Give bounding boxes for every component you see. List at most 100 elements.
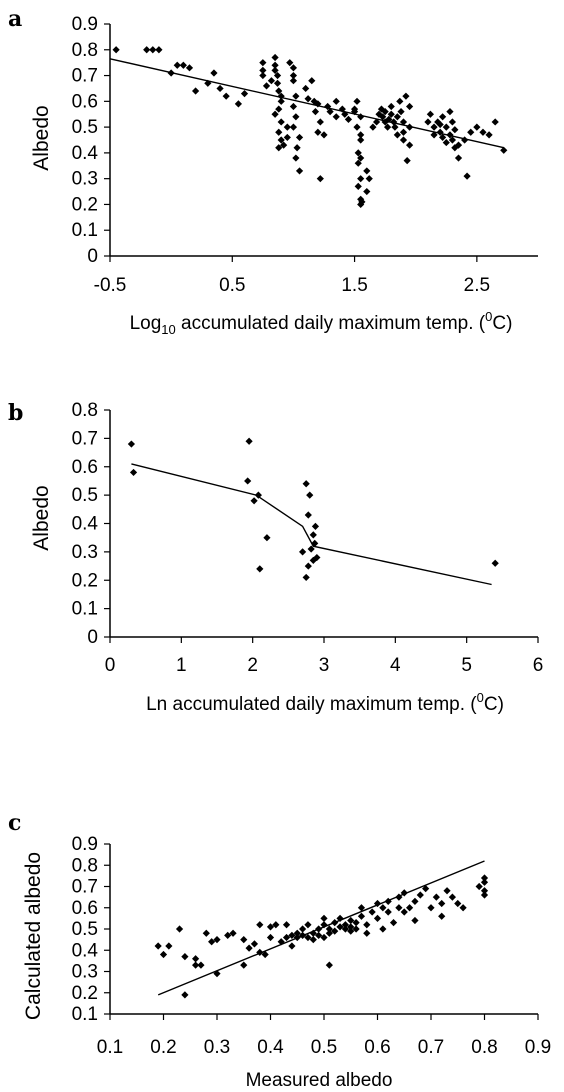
data-point (347, 927, 355, 935)
data-point (204, 79, 212, 87)
data-point (275, 144, 283, 152)
data-point (344, 115, 353, 123)
data-point (277, 97, 285, 105)
data-point (357, 131, 365, 139)
data-point (250, 940, 259, 948)
data-point (368, 908, 376, 916)
x-axis-label-part: Ln accumulated daily maximum temp. ( (146, 694, 477, 715)
data-point (438, 899, 446, 908)
y-tick-label: 0.5 (72, 919, 98, 940)
data-point (373, 914, 382, 922)
x-axis-label-part: C) (484, 694, 504, 715)
data-point (432, 893, 440, 901)
data-point (267, 77, 276, 85)
data-point (325, 961, 333, 969)
x-axis-label-part: C) (492, 313, 512, 334)
data-point (149, 46, 157, 54)
y-tick-label: 0.5 (72, 485, 98, 506)
data-point (271, 61, 279, 69)
data-point (383, 123, 392, 131)
data-point (448, 118, 456, 126)
data-point (299, 548, 307, 556)
y-tick-label: 0.6 (72, 898, 98, 919)
x-tick-label: 3 (319, 655, 330, 676)
data-point (454, 141, 463, 149)
x-tick-label: 0.3 (204, 1037, 230, 1058)
data-point (192, 955, 200, 963)
data-point (316, 118, 324, 126)
data-point (357, 154, 365, 162)
data-point (213, 936, 221, 944)
data-point (202, 929, 210, 937)
data-point (316, 175, 324, 183)
data-point (313, 553, 321, 562)
y-tick-label: 0.7 (72, 428, 98, 449)
y-tick-label: 0.1 (72, 1004, 98, 1025)
data-point (399, 118, 408, 126)
data-point (320, 914, 328, 922)
fit-line (157, 860, 485, 996)
data-point (311, 108, 320, 116)
data-point (234, 100, 242, 108)
y-tick-label: 0.2 (72, 983, 98, 1004)
data-point (185, 64, 194, 72)
data-point (384, 897, 392, 905)
data-point (485, 131, 493, 139)
data-point (306, 491, 314, 499)
data-point (320, 921, 328, 929)
data-point (475, 882, 483, 891)
data-point (112, 46, 120, 54)
data-point (275, 128, 283, 136)
data-point (480, 874, 489, 882)
data-point (443, 887, 451, 895)
data-point (381, 108, 389, 116)
data-point (283, 133, 291, 142)
data-point (336, 914, 344, 922)
y-tick-label: 0.8 (72, 400, 98, 421)
x-tick-label: 0.4 (257, 1037, 284, 1058)
data-point (216, 84, 224, 93)
data-point (406, 102, 414, 111)
data-point (463, 172, 471, 180)
data-point (426, 110, 434, 118)
data-point (311, 522, 320, 530)
data-point (395, 904, 403, 912)
x-axis-label-part: 0 (477, 690, 484, 705)
data-point (302, 573, 310, 582)
data-point (354, 149, 362, 157)
data-point (289, 64, 298, 72)
data-point (406, 904, 414, 912)
data-point (363, 929, 371, 937)
data-point (314, 128, 322, 136)
data-point (395, 893, 403, 901)
data-point (439, 113, 447, 121)
data-point (454, 899, 462, 908)
panel-letter: a (8, 6, 22, 32)
data-point (406, 141, 414, 149)
data-point (266, 923, 275, 931)
x-tick-label: 1.5 (341, 275, 367, 296)
y-tick-label: 0.2 (72, 194, 98, 215)
data-point (442, 138, 450, 147)
x-tick-label: -0.5 (94, 275, 127, 296)
data-point (315, 925, 323, 933)
data-point (325, 929, 333, 937)
x-axis-label: Ln accumulated daily maximum temp. (0C) (146, 690, 504, 715)
data-point (282, 933, 291, 942)
data-point (402, 92, 410, 100)
data-point (292, 113, 300, 121)
data-point (396, 97, 404, 105)
data-point (259, 66, 267, 74)
data-point (331, 919, 339, 927)
data-point (304, 921, 312, 929)
data-point (451, 144, 459, 152)
data-point (341, 921, 349, 929)
data-point (357, 195, 365, 203)
data-point (332, 113, 340, 121)
data-point (381, 118, 389, 126)
data-point (213, 970, 221, 978)
x-tick-label: 0.9 (525, 1037, 551, 1058)
x-tick-label: 4 (390, 655, 401, 676)
x-tick-label: 0.1 (97, 1037, 123, 1058)
data-point (439, 133, 447, 142)
